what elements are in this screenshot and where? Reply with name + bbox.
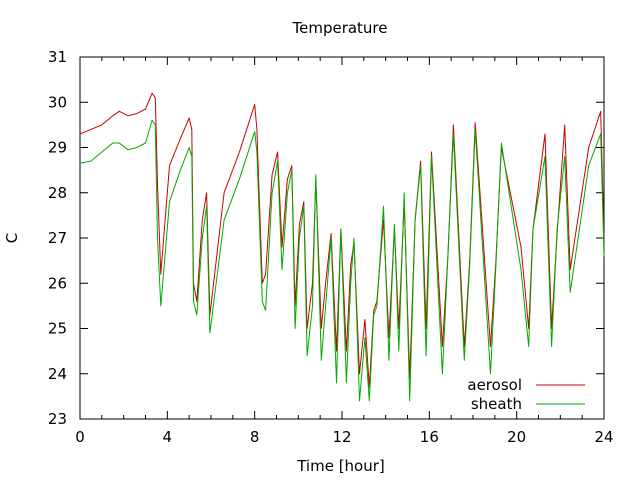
- chart-title: Temperature: [291, 19, 387, 37]
- plot-frame: [79, 56, 605, 420]
- legend-label-aerosol: aerosol: [467, 376, 522, 394]
- x-tick-label: 20: [507, 428, 526, 446]
- x-tick-label: 4: [163, 428, 173, 446]
- x-tick-labels: 0 4 8 12 16 20 24: [75, 428, 613, 446]
- y-tick-label: 27: [48, 229, 67, 247]
- x-tick-label: 12: [332, 428, 351, 446]
- legend: aerosol sheath: [467, 376, 585, 413]
- x-tick-label: 0: [75, 428, 85, 446]
- series-line-aerosol: [79, 92, 605, 388]
- y-tick-label: 30: [48, 93, 67, 111]
- x-tick-label: 16: [420, 428, 439, 446]
- series-line-sheath: [79, 119, 605, 402]
- y-tick-label: 31: [48, 48, 67, 66]
- x-axis-label: Time [hour]: [296, 457, 385, 475]
- y-axis-label: C: [3, 233, 21, 243]
- y-tick-label: 23: [48, 410, 67, 428]
- y-tick-label: 24: [48, 365, 67, 383]
- y-tick-label: 29: [48, 139, 67, 157]
- y-tick-label: 26: [48, 274, 67, 292]
- y-tick-labels: 23 24 25 26 27 28 29 30 31: [48, 48, 67, 428]
- legend-label-sheath: sheath: [471, 395, 522, 413]
- series-lines: [79, 92, 605, 402]
- axis-ticks: [79, 56, 605, 420]
- y-tick-label: 28: [48, 184, 67, 202]
- x-tick-label: 8: [250, 428, 260, 446]
- y-tick-label: 25: [48, 320, 67, 338]
- x-tick-label: 24: [594, 428, 613, 446]
